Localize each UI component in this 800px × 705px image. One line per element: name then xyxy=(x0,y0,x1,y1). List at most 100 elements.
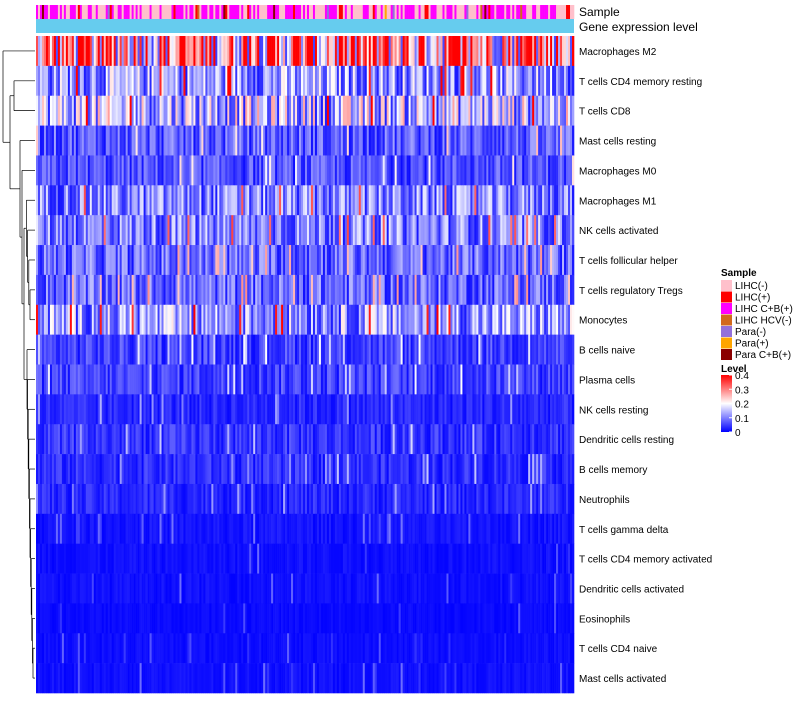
heatmap-cell xyxy=(140,275,142,305)
heatmap-cell xyxy=(327,454,329,484)
sample-track-cell xyxy=(227,5,229,19)
heatmap-cell xyxy=(512,394,514,424)
heatmap-cell xyxy=(287,514,289,544)
heatmap-cell xyxy=(391,36,393,66)
heatmap-cell xyxy=(72,185,74,215)
heatmap-cell xyxy=(476,514,478,544)
heatmap-cell xyxy=(66,275,68,305)
heatmap-cell xyxy=(291,126,293,156)
heatmap-cell xyxy=(399,66,401,96)
heatmap-cell xyxy=(152,185,154,215)
heatmap-cell xyxy=(191,215,193,245)
heatmap-cell xyxy=(305,424,307,454)
heatmap-cell xyxy=(548,394,550,424)
heatmap-cell xyxy=(243,365,245,395)
heatmap-cell xyxy=(102,335,104,365)
heatmap-cell xyxy=(211,424,213,454)
heatmap-cell xyxy=(450,424,452,454)
heatmap-cell xyxy=(291,36,293,66)
heatmap-cell xyxy=(146,185,148,215)
heatmap-cell xyxy=(564,66,566,96)
heatmap-cell xyxy=(227,365,229,395)
heatmap-cell xyxy=(323,424,325,454)
heatmap-cell xyxy=(363,335,365,365)
heatmap-cell xyxy=(273,155,275,185)
heatmap-cell xyxy=(496,365,498,395)
sample-track-cell xyxy=(191,5,193,19)
heatmap-cell xyxy=(399,335,401,365)
heatmap-cell xyxy=(558,365,560,395)
heatmap-cell xyxy=(92,155,94,185)
heatmap-cell xyxy=(321,514,323,544)
heatmap-cell xyxy=(413,484,415,514)
heatmap-cell xyxy=(373,185,375,215)
heatmap-cell xyxy=(427,215,429,245)
heatmap-cell xyxy=(229,514,231,544)
heatmap-cell xyxy=(209,335,211,365)
heatmap-cell xyxy=(60,335,62,365)
heatmap-cell xyxy=(568,36,570,66)
heatmap-cell xyxy=(199,36,201,66)
heatmap-cell xyxy=(450,484,452,514)
heatmap-cell xyxy=(80,305,82,335)
heatmap-cell xyxy=(237,96,239,126)
heatmap-cell xyxy=(273,66,275,96)
heatmap-cell xyxy=(379,155,381,185)
heatmap-cell xyxy=(546,514,548,544)
heatmap-cell xyxy=(550,245,552,275)
heatmap-cell xyxy=(70,514,72,544)
heatmap-cell xyxy=(466,365,468,395)
heatmap-cell xyxy=(249,36,251,66)
heatmap-cell xyxy=(241,185,243,215)
heatmap-cell xyxy=(152,454,154,484)
heatmap-cell xyxy=(417,305,419,335)
heatmap-cell xyxy=(484,96,486,126)
sample-track-cell xyxy=(80,5,82,19)
heatmap-cell xyxy=(494,424,496,454)
heatmap-cell xyxy=(349,514,351,544)
heatmap-cell xyxy=(413,365,415,395)
heatmap-cell xyxy=(542,454,544,484)
heatmap-cell xyxy=(472,335,474,365)
heatmap-cell xyxy=(566,454,568,484)
heatmap-cell xyxy=(130,484,132,514)
heatmap-cell xyxy=(534,245,536,275)
sample-track-cell xyxy=(96,5,98,19)
heatmap-cell xyxy=(50,514,52,544)
heatmap-cell xyxy=(203,484,205,514)
heatmap-cell xyxy=(522,185,524,215)
heatmap-cell xyxy=(191,66,193,96)
heatmap-cell xyxy=(369,305,371,335)
heatmap-cell xyxy=(395,305,397,335)
heatmap-cell xyxy=(421,36,423,66)
heatmap-cell xyxy=(193,394,195,424)
heatmap-cell xyxy=(88,96,90,126)
heatmap-cell xyxy=(235,36,237,66)
heatmap-cell xyxy=(281,335,283,365)
heatmap-cell xyxy=(82,36,84,66)
heatmap-cell xyxy=(440,394,442,424)
heatmap-cell xyxy=(508,155,510,185)
heatmap-cell xyxy=(301,484,303,514)
heatmap-cell xyxy=(484,424,486,454)
heatmap-cell xyxy=(317,335,319,365)
heatmap-cell xyxy=(124,335,126,365)
heatmap-cell xyxy=(518,514,520,544)
heatmap-cell xyxy=(315,185,317,215)
heatmap-cell xyxy=(526,514,528,544)
heatmap-cell xyxy=(118,424,120,454)
heatmap-cell xyxy=(247,335,249,365)
heatmap-cell xyxy=(144,484,146,514)
heatmap-cell xyxy=(289,275,291,305)
heatmap-cell xyxy=(46,215,48,245)
heatmap-cell xyxy=(323,275,325,305)
heatmap-cell xyxy=(407,126,409,156)
heatmap-cell xyxy=(458,275,460,305)
heatmap-cell xyxy=(227,245,229,275)
heatmap-cell xyxy=(403,36,405,66)
heatmap-cell xyxy=(562,305,564,335)
heatmap-cell xyxy=(72,66,74,96)
heatmap-cell xyxy=(303,484,305,514)
heatmap-cell xyxy=(407,424,409,454)
heatmap-cell xyxy=(480,185,482,215)
